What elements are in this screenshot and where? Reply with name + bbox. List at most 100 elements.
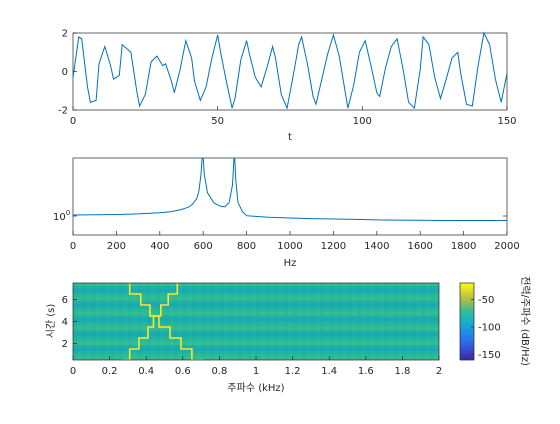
- time-xtick-label: 100: [353, 116, 372, 127]
- spectrogram-ridge: [121, 283, 179, 360]
- time-plot-xlabel: t: [288, 132, 292, 143]
- spectrogram-column: [118, 283, 124, 360]
- spectrogram-column: [164, 283, 170, 360]
- time-xtick-label: 150: [497, 116, 516, 127]
- spectrum-xtick-label: 1600: [407, 241, 432, 252]
- spectrum-line: [72, 157, 507, 221]
- spectrogram-row: [73, 345, 439, 349]
- spectrogram-ylabel: 시간 (s): [45, 304, 57, 339]
- spectrum-plot-axes: [72, 157, 508, 236]
- time-xtick-label: 0: [70, 116, 76, 127]
- spectrogram-row: [73, 312, 439, 316]
- spectrum-xtick-label: 800: [237, 241, 256, 252]
- spectrogram-column: [310, 283, 316, 360]
- spectrogram-row: [73, 315, 439, 319]
- spectrogram-column: [365, 283, 371, 360]
- spectrogram-column: [347, 283, 353, 360]
- spectrogram-ytick-label: 4: [62, 317, 68, 328]
- spectrogram-column: [256, 283, 261, 360]
- spectrogram-column: [237, 283, 243, 360]
- spectrogram-column: [374, 283, 380, 360]
- spectrogram-column: [393, 283, 398, 360]
- spectrogram-xtick-label: 0.4: [138, 366, 154, 377]
- colorbar-tick-label: -100: [478, 323, 501, 334]
- colorbar: [459, 282, 475, 361]
- spectrogram-row: [73, 342, 439, 346]
- spectrogram-column: [329, 283, 334, 360]
- spectrogram-column: [338, 283, 343, 360]
- spectrogram-column: [146, 283, 151, 360]
- spectrogram-column: [191, 283, 197, 360]
- spectrogram-row: [73, 288, 439, 293]
- spectrogram-column: [127, 283, 133, 360]
- spectrogram-column: [320, 283, 325, 360]
- spectrogram-row: [73, 291, 439, 296]
- spectrogram-row: [73, 285, 439, 290]
- spectrogram-column: [155, 283, 160, 360]
- spectrogram-row: [73, 324, 439, 328]
- spectrogram-xtick-label: 1.6: [358, 366, 374, 377]
- spectrogram-row: [73, 321, 439, 325]
- spectrogram-column: [274, 283, 279, 360]
- spectrum-xtick-label: 400: [150, 241, 169, 252]
- spectrogram-column: [91, 283, 96, 360]
- spectrogram-ridge: [128, 283, 204, 360]
- spectrogram-column: [109, 283, 115, 360]
- spectrogram-xtick-label: 2: [436, 366, 442, 377]
- spectrum-ytick-label: 100: [53, 209, 70, 223]
- spectrum-plot: 0 200 400 600 800 1000 1200 1400 1600 1800 2000 10…: [53, 157, 520, 269]
- colorbar-label: 전력/주파수 (dB/Hz): [519, 276, 531, 366]
- spectrogram-ytick-label: 6: [62, 295, 68, 306]
- spectrogram-xtick-label: 0.8: [211, 366, 227, 377]
- spectrogram-column: [228, 283, 234, 360]
- spectrum-xtick-label: 2000: [494, 241, 519, 252]
- spectrogram-xtick-label: 1.8: [394, 366, 410, 377]
- time-xtick-label: 50: [211, 116, 224, 127]
- spectrogram-row: [73, 351, 439, 355]
- spectrogram-column: [219, 283, 224, 360]
- time-signal-plot: 0 50 100 150 20-2 t: [58, 29, 517, 144]
- spectrum-xtick-label: 1000: [277, 241, 302, 252]
- spectrogram-column: [246, 283, 252, 360]
- time-plot-axes: [72, 32, 508, 111]
- spectrogram-row: [73, 303, 439, 307]
- spectrogram-column: [173, 283, 179, 360]
- spectrogram-column: [429, 283, 435, 360]
- spectrogram-xtick-label: 1.2: [285, 366, 301, 377]
- spectrogram-row: [73, 300, 439, 305]
- spectrogram-row: [73, 318, 439, 322]
- spectrogram-row: [73, 306, 439, 310]
- spectrogram-plot: 0 0.2 0.4 0.6 0.8 1 1.2 1.4 1.6 1.8 2 2 4 6 주파수 (kHz…: [45, 276, 531, 394]
- time-ytick-label: 2: [62, 29, 68, 40]
- spectrogram-row: [73, 348, 439, 352]
- spectrogram-column: [100, 283, 106, 360]
- spectrogram-column: [182, 283, 188, 360]
- spectrogram-row: [73, 309, 439, 313]
- spectrogram-xlabel: 주파수 (kHz): [227, 382, 284, 394]
- colorbar-tick-label: -50: [478, 295, 494, 306]
- spectrogram-xtick-label: 0.2: [102, 366, 118, 377]
- time-ytick-label: 0: [62, 67, 68, 78]
- spectrogram-row: [73, 330, 439, 334]
- spectrogram-column: [411, 283, 417, 360]
- spectrogram-column: [356, 283, 362, 360]
- spectrogram-row: [73, 283, 439, 287]
- spectrogram-column: [137, 283, 142, 360]
- spectrogram-xtick-label: 1.4: [321, 366, 337, 377]
- spectrum-xtick-label: 600: [194, 241, 213, 252]
- spectrogram-row: [73, 327, 439, 331]
- spectrogram-column: [301, 283, 307, 360]
- spectrogram-column: [82, 283, 87, 360]
- time-signal-line: [72, 31, 508, 110]
- spectrogram-column: [292, 283, 298, 360]
- spectrum-xtick-label: 1200: [321, 241, 346, 252]
- spectrogram-column: [420, 283, 426, 360]
- spectrogram-row: [73, 336, 439, 340]
- spectrum-xtick-label: 1800: [451, 241, 476, 252]
- spectrogram-row: [73, 294, 439, 299]
- spectrogram-xtick-label: 0.6: [175, 366, 191, 377]
- colorbar-tick-label: -150: [478, 350, 501, 361]
- spectrogram-column: [210, 283, 215, 360]
- spectrogram-ytick-label: 2: [62, 339, 68, 350]
